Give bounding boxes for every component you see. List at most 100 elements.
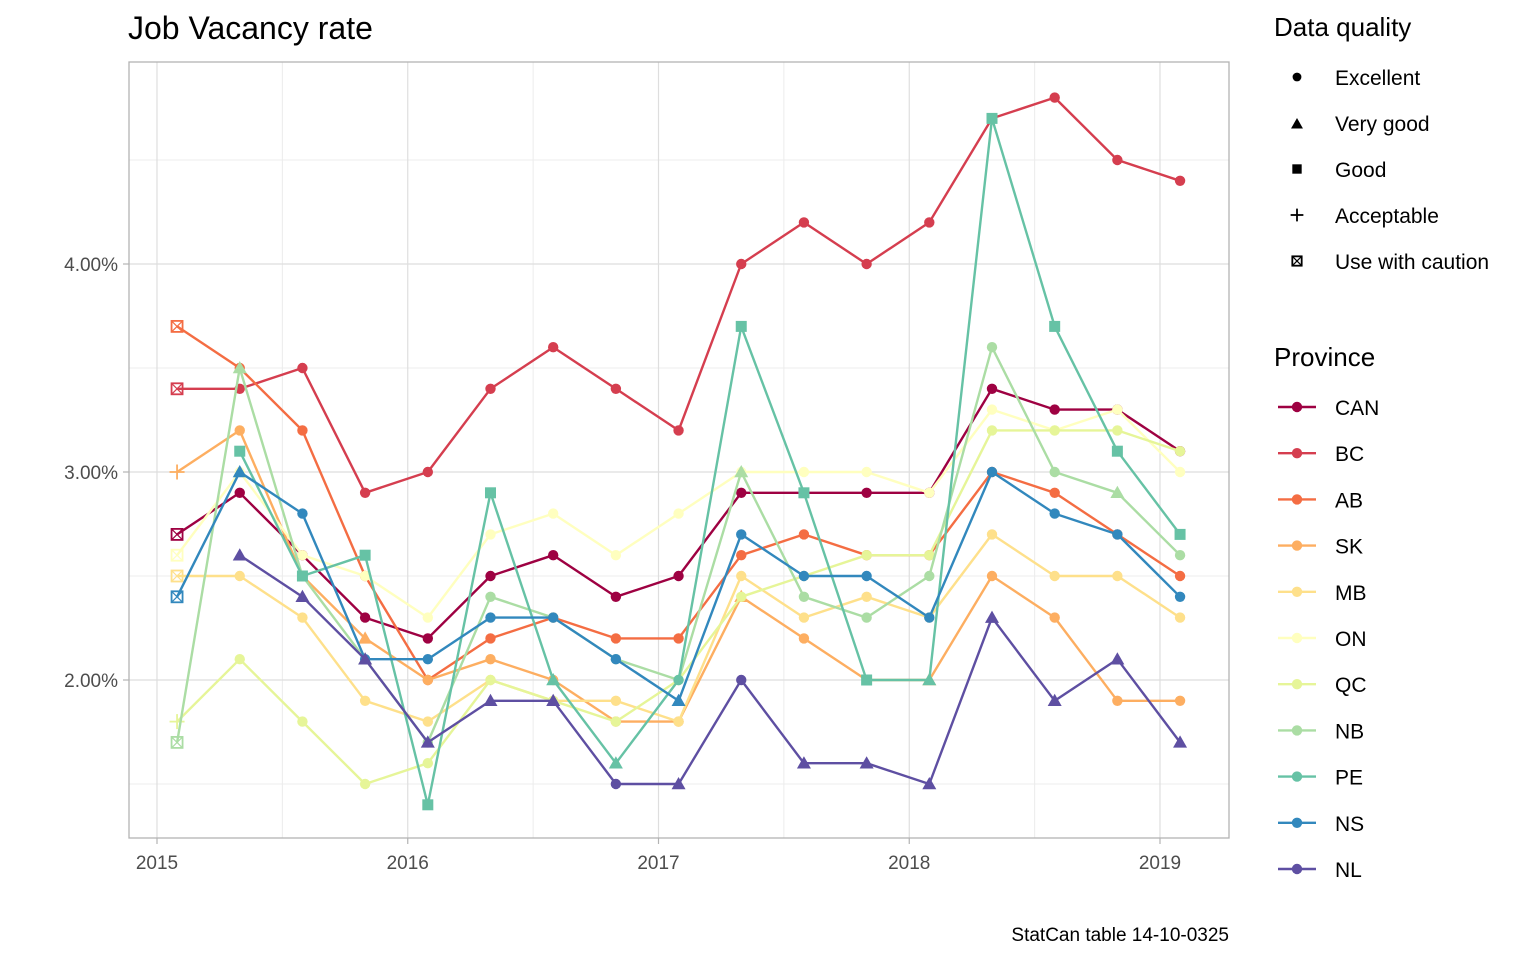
data-point-pe — [1111, 445, 1123, 457]
cross-b — [171, 590, 183, 603]
data-point-ns — [170, 590, 184, 604]
data-point-pe — [922, 673, 937, 686]
data-point-qc — [485, 674, 496, 686]
x-tick-label: 2017 — [637, 853, 679, 874]
cross-b — [171, 549, 183, 562]
data-point-sk — [234, 425, 245, 436]
data-point-on — [924, 487, 935, 498]
data-point-qc — [610, 716, 622, 727]
province-legend-dot — [1291, 448, 1303, 459]
data-point-bc — [673, 425, 684, 436]
data-point-ns — [736, 529, 747, 540]
chart-title: Job Vacancy rate — [128, 10, 373, 46]
province-legend-dot — [1291, 679, 1303, 690]
quality-legend-item: Acceptable — [1290, 205, 1439, 228]
data-point-ab — [297, 425, 308, 436]
data-point-bc — [924, 217, 935, 228]
data-point-on — [1112, 404, 1123, 415]
box — [170, 569, 184, 583]
data-point-mb — [861, 591, 872, 602]
x-tick-label: 2019 — [1139, 853, 1181, 874]
x-tick-label: 2015 — [136, 853, 178, 874]
data-point-pe — [422, 799, 434, 811]
data-point-ns — [924, 612, 935, 623]
data-point-ns — [547, 612, 559, 623]
data-point-qc — [297, 716, 308, 727]
data-point-ns — [485, 612, 496, 623]
data-point-nb — [1110, 485, 1125, 499]
data-point-bc — [736, 258, 747, 270]
data-point-on — [485, 529, 496, 540]
data-point-nb — [986, 342, 998, 353]
province-legend-item: SK — [1278, 536, 1363, 559]
province-legend-item: QC — [1278, 674, 1367, 697]
data-point-mb — [422, 716, 434, 727]
data-point-bc — [170, 382, 184, 396]
y-tick-label: 4.00% — [64, 255, 118, 276]
data-point-nl — [1047, 693, 1062, 707]
data-point-qc — [1174, 446, 1186, 457]
data-point-ns — [1049, 508, 1060, 519]
province-legend-item: PE — [1278, 767, 1363, 790]
data-point-ns — [422, 654, 434, 665]
data-point-sk — [1174, 695, 1186, 706]
data-point-nl — [546, 693, 561, 707]
cross-b — [171, 320, 183, 333]
quality-legend-label: Use with caution — [1335, 251, 1489, 274]
box — [170, 382, 184, 396]
data-point-ab — [673, 633, 684, 644]
data-point-sk — [358, 631, 373, 644]
data-point-qc — [1049, 425, 1060, 436]
data-point-bc — [861, 258, 872, 270]
data-point-nb — [232, 361, 247, 374]
data-point-can — [610, 591, 622, 602]
data-point-mb — [986, 529, 998, 540]
data-point-bc — [547, 342, 559, 353]
data-point-nl — [1173, 735, 1188, 748]
data-point-nb — [1174, 550, 1186, 561]
x-tick-label: 2018 — [888, 853, 930, 874]
quality-legend-label: Excellent — [1335, 67, 1420, 90]
data-point-on — [798, 466, 810, 478]
province-legend-item: NB — [1278, 720, 1364, 743]
province-legend-item: MB — [1278, 582, 1367, 605]
data-point-bc — [1112, 154, 1123, 166]
data-point-nb — [734, 465, 749, 478]
chart-caption: StatCan table 14-10-0325 — [1011, 925, 1229, 946]
cross-b — [171, 736, 183, 749]
quality-legend-key-triangle — [1291, 118, 1303, 129]
province-legend-label: NL — [1335, 859, 1362, 882]
province-legend-dot — [1291, 863, 1303, 875]
data-point-pe — [735, 320, 747, 332]
province-legend-item: BC — [1278, 443, 1364, 466]
data-point-ab — [798, 529, 810, 540]
data-point-pe — [234, 445, 246, 457]
data-point-can — [422, 633, 434, 644]
data-point-sk — [986, 570, 998, 582]
data-point-pe — [296, 570, 308, 582]
data-point-ns — [986, 466, 998, 478]
data-point-on — [1174, 466, 1186, 478]
cross-b — [1291, 255, 1303, 267]
province-legend-item: AB — [1278, 489, 1363, 512]
data-point-nl — [483, 693, 498, 707]
data-point-pe — [484, 487, 496, 499]
data-point-ns — [610, 654, 622, 665]
data-point-sk — [485, 654, 496, 665]
data-point-nb — [924, 570, 935, 582]
data-point-sk — [798, 633, 810, 644]
province-legend-label: QC — [1335, 674, 1367, 697]
data-point-ab — [1174, 570, 1186, 582]
quality-legend-key-square — [1292, 164, 1302, 174]
data-point-qc — [169, 714, 185, 730]
data-point-on — [359, 570, 371, 582]
data-point-sk — [1112, 695, 1123, 706]
data-point-qc — [422, 758, 434, 769]
series-pe — [234, 112, 1186, 811]
data-point-nl — [796, 756, 811, 769]
panel-background — [129, 62, 1229, 838]
province-legend-dot — [1291, 725, 1303, 736]
quality-legend-label: Very good — [1335, 113, 1430, 136]
data-point-mb — [1112, 570, 1123, 582]
data-point-qc — [359, 778, 371, 790]
